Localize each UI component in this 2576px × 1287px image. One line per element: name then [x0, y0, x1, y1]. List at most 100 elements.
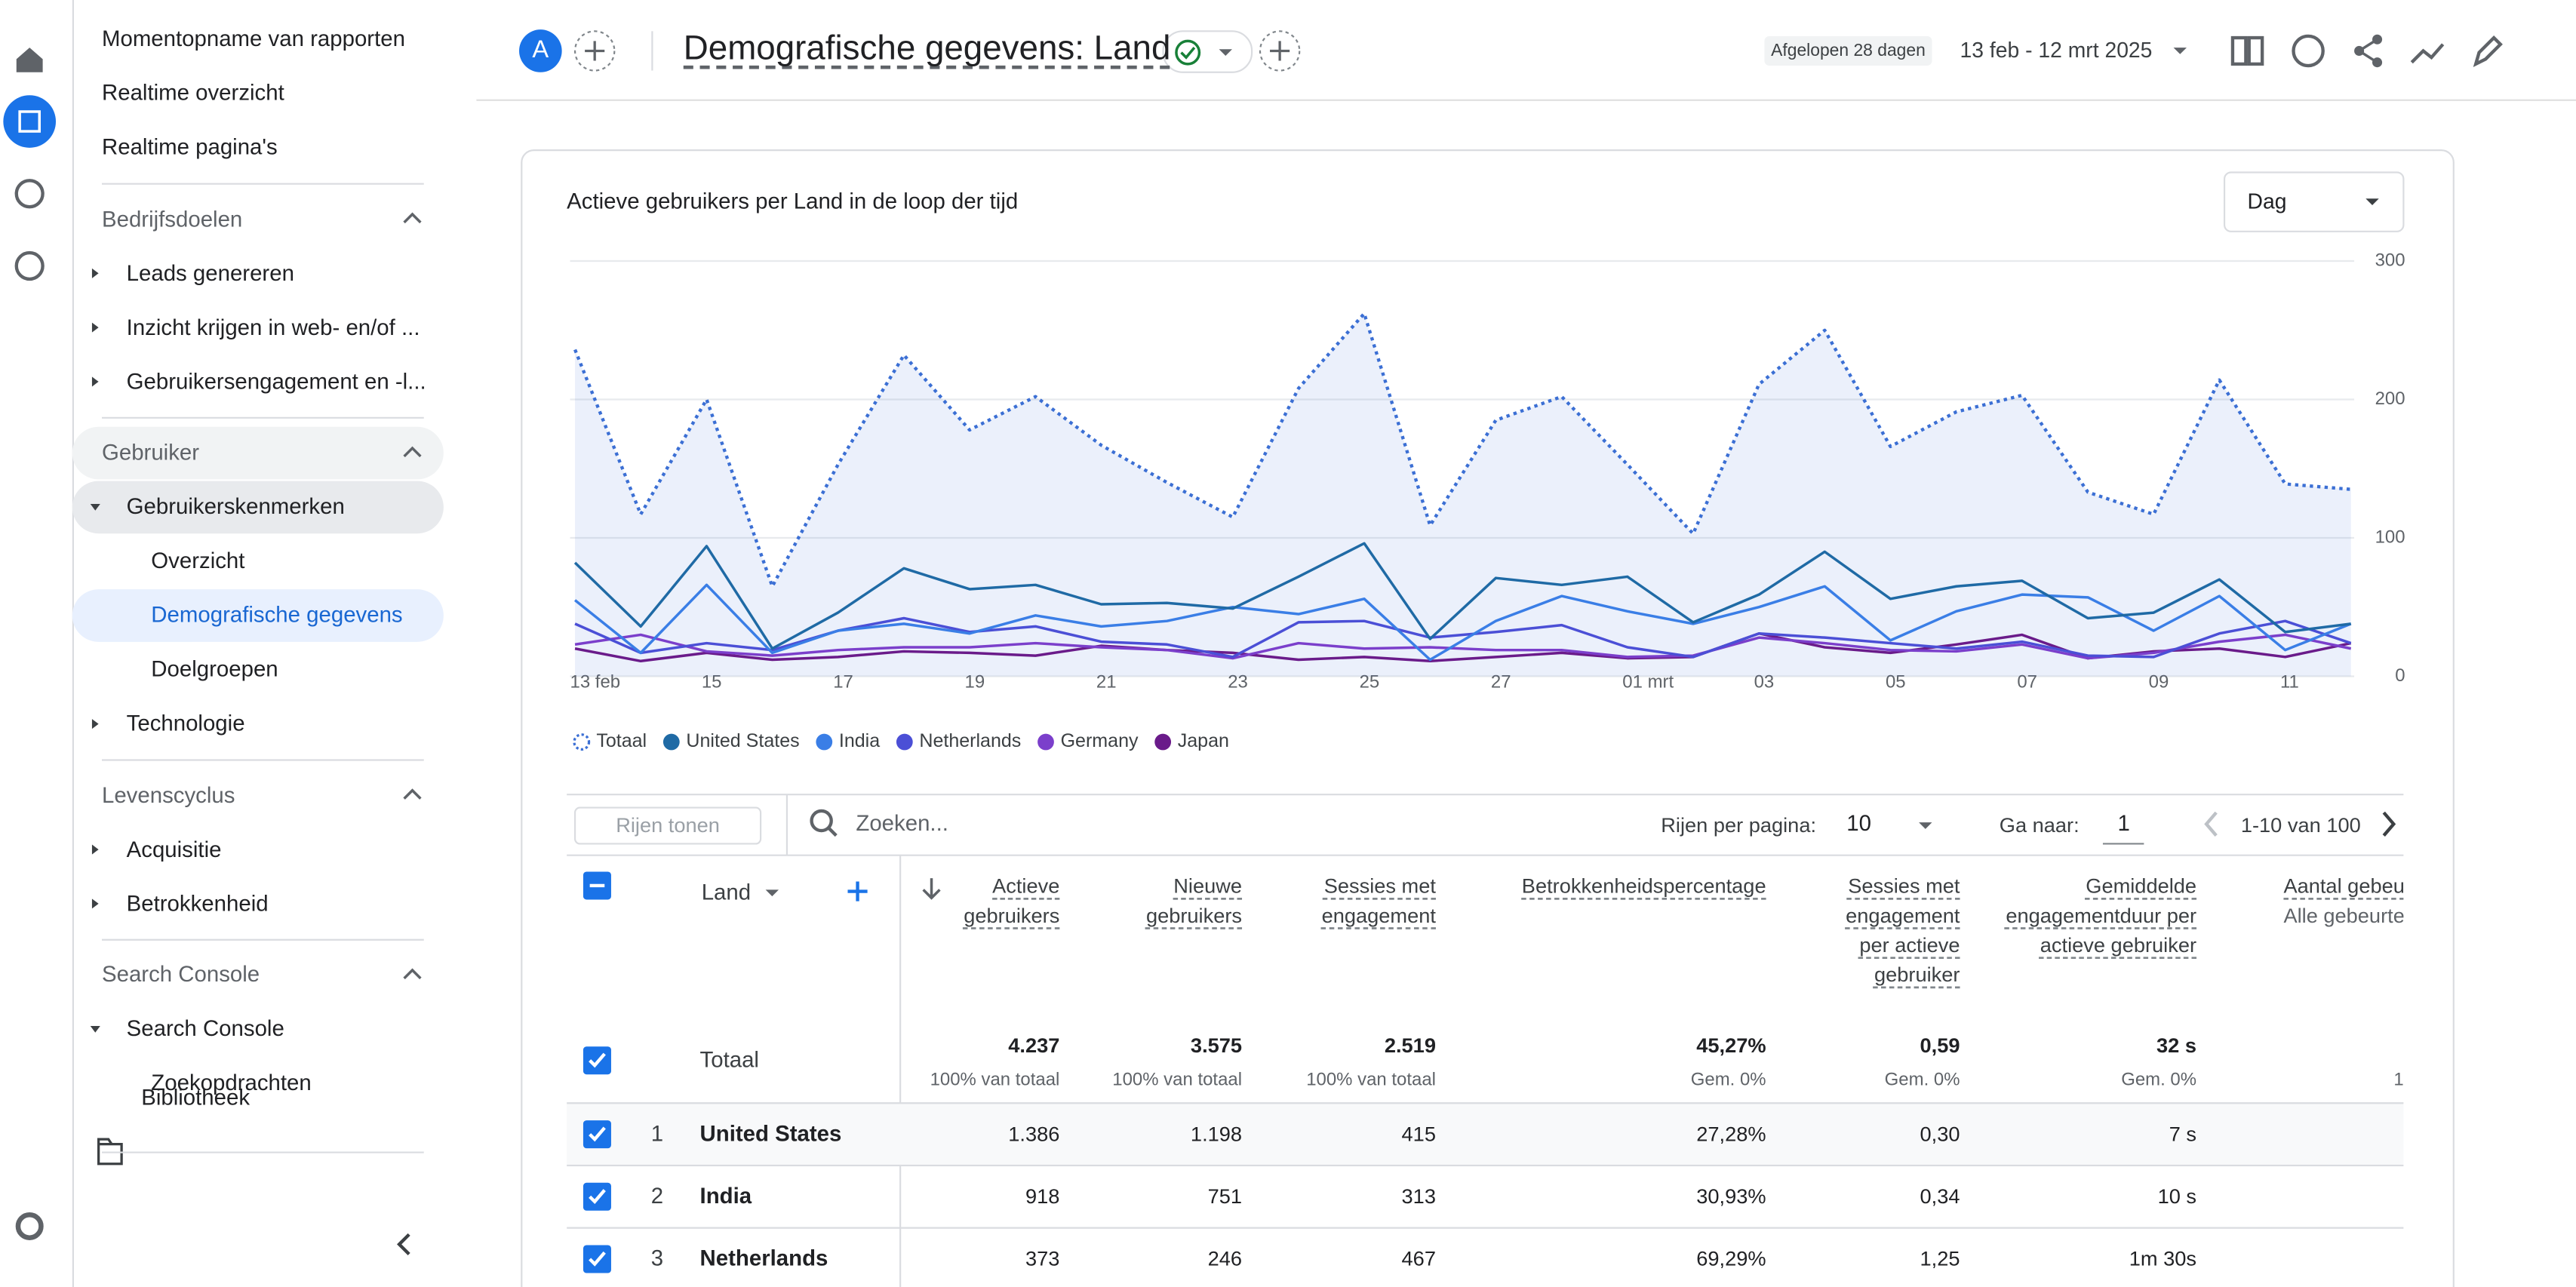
row-value: 1.386 [900, 1121, 1059, 1147]
total-value: 2.519 [1239, 1033, 1436, 1059]
total-value: 0,59 [1763, 1033, 1960, 1059]
add-dimension[interactable] [847, 882, 867, 902]
legend-label: United States [686, 730, 799, 751]
home-icon[interactable] [17, 48, 43, 72]
nav-item[interactable]: Search Console [127, 1016, 284, 1043]
nav-item[interactable]: Leads genereren [127, 260, 294, 287]
total-label: Totaal [700, 1047, 759, 1074]
collapse-icon[interactable] [399, 1234, 409, 1254]
chart: 010020030013 feb1517192123252701 mrt0305… [570, 250, 2405, 751]
customize-icon[interactable] [2233, 38, 2246, 64]
advertising-icon[interactable] [17, 253, 43, 279]
column-header[interactable]: Nieuwe gebruikers [1111, 871, 1242, 930]
rows-per-page-label: Rijen per pagina: [1661, 812, 1816, 839]
legend-label: Germany [1061, 730, 1139, 751]
column-header[interactable]: Sessies met engagement per actieve gebru… [1812, 871, 1960, 990]
nav-item[interactable]: Betrokkenheid [127, 890, 269, 917]
nav-subitem[interactable]: Doelgroepen [151, 656, 278, 683]
column-header[interactable]: Aantal gebeurtenissen [2283, 871, 2403, 901]
show-rows: Rijen tonen [575, 812, 761, 839]
reports-icon[interactable] [3, 95, 56, 148]
rows-per-page[interactable]: 10 [1846, 811, 1871, 837]
total-value: 32 s [2000, 1033, 2196, 1059]
expand-arrow [92, 376, 99, 386]
dimension-header[interactable]: Land [702, 880, 751, 906]
section-title[interactable]: Gebruiker [102, 440, 199, 466]
legend-marker [816, 734, 832, 751]
area [575, 314, 2351, 677]
chart-title: Actieve gebruikers per Land in de loop d… [567, 189, 1018, 215]
expand-arrow [91, 1026, 100, 1033]
legend-marker [574, 735, 589, 750]
row-country[interactable]: Netherlands [700, 1246, 828, 1273]
legend-marker [663, 734, 680, 751]
expand-arrow [92, 845, 99, 855]
expand-arrow [92, 269, 99, 278]
row-value: 751 [1045, 1184, 1242, 1210]
total-sub: Gem. 0% [1569, 1067, 1766, 1093]
total-sub: Gem. 0% [1763, 1067, 1960, 1093]
date-chip: Afgelopen 28 dagen [1764, 36, 1932, 66]
y-tick-label: 100 [2375, 527, 2405, 547]
edit-icon[interactable] [2476, 38, 2501, 64]
column-header[interactable]: Actieve gebruikers [928, 871, 1059, 930]
settings-icon[interactable] [18, 1215, 41, 1237]
collapse-caret [404, 214, 421, 223]
goto-label: Ga naar: [2000, 812, 2080, 839]
row-value: 1m 30s [2000, 1246, 2196, 1273]
nav-item[interactable]: Gebruikerskenmerken [127, 494, 345, 521]
nav-subitem[interactable]: Demografische gegevens [151, 603, 402, 629]
nav-item[interactable]: Gebruikersengagement en -l... [127, 369, 426, 395]
row-value: 10 s [2000, 1184, 2196, 1210]
column-header[interactable]: Betrokkenheidspercentage [1471, 871, 1766, 901]
page-title: Demografische gegevens: Land [684, 28, 1171, 71]
nav-item[interactable]: Acquisitie [127, 837, 222, 863]
section-title[interactable]: Bedrijfsdoelen [102, 206, 242, 232]
row-value: 0,34 [1763, 1184, 1960, 1210]
date-dropdown[interactable] [2174, 48, 2187, 54]
nav-item[interactable]: Technologie [127, 711, 245, 737]
nav-item[interactable]: Realtime overzicht [102, 81, 284, 107]
nav-item[interactable]: Momentopname van rapporten [102, 26, 405, 53]
nav-subitem[interactable]: Overzicht [151, 548, 244, 575]
expand-arrow [92, 323, 99, 333]
row-value: 0,30 [1763, 1121, 1960, 1147]
row-country[interactable]: United States [700, 1121, 842, 1147]
explore-icon[interactable] [17, 180, 43, 207]
insights-icon[interactable] [2412, 45, 2442, 63]
compare-icon[interactable] [2294, 36, 2323, 66]
y-tick-label: 300 [2375, 250, 2405, 270]
goto-input[interactable]: 1 [2118, 811, 2130, 837]
search-input[interactable]: Zoeken... [856, 811, 948, 837]
nav-item[interactable]: Bibliotheek [141, 1085, 250, 1111]
row-rank: 3 [641, 1246, 674, 1273]
row-value: 246 [1045, 1246, 1242, 1273]
row-value: 7 s [2000, 1121, 2196, 1147]
row-country[interactable]: India [700, 1184, 752, 1210]
section-title[interactable]: Search Console [102, 962, 260, 988]
total-value: 3.575 [1045, 1033, 1242, 1059]
legend-marker [896, 734, 913, 751]
nav-item[interactable]: Realtime pagina's [102, 134, 278, 161]
nav-item[interactable]: Inzicht krijgen in web- en/of ... [127, 315, 420, 341]
page-range: 1-10 van 100 [2241, 812, 2361, 839]
legend-label: Netherlands [919, 730, 1021, 751]
granularity[interactable]: Dag [2248, 189, 2287, 215]
rows-dropdown[interactable] [1919, 822, 1932, 829]
y-tick-label: 0 [2395, 665, 2405, 686]
row-value: 27,28% [1569, 1121, 1766, 1147]
row-value: 373 [900, 1246, 1059, 1273]
prev-page[interactable] [2206, 812, 2216, 835]
column-header[interactable]: Sessies met engagement [1288, 871, 1436, 930]
total-value: 45,27% [1569, 1033, 1766, 1059]
expand-arrow [92, 898, 99, 908]
date-range[interactable]: 13 feb - 12 mrt 2025 [1960, 38, 2153, 64]
next-page[interactable] [2384, 812, 2393, 835]
legend-label: India [839, 730, 880, 751]
row-rank: 1 [641, 1121, 674, 1147]
row-value: 918 [900, 1184, 1059, 1210]
column-header[interactable]: Gemiddelde engagementduur per actieve ge… [2000, 871, 2196, 960]
section-title[interactable]: Levenscyclus [102, 782, 235, 809]
